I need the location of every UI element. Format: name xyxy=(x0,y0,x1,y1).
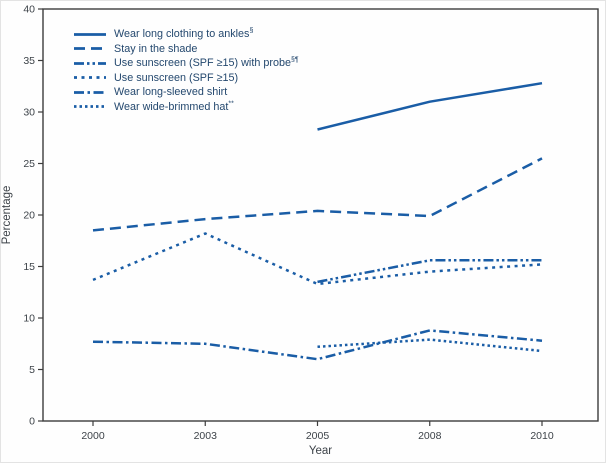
series-line xyxy=(92,232,543,286)
y-tick-label: 10 xyxy=(23,313,35,325)
legend-label: Use sunscreen (SPF ≥15) with probe§¶ xyxy=(114,56,299,70)
legend-label: Wear wide-brimmed hat** xyxy=(114,100,234,113)
legend-item: Use sunscreen (SPF ≥15) xyxy=(74,72,299,85)
legend-item: Wear long clothing to ankles§ xyxy=(74,28,299,41)
legend-swatch-long-dash xyxy=(74,47,106,51)
x-tick-label: 2005 xyxy=(306,430,330,442)
legend-label: Wear long-sleeved shirt xyxy=(114,86,228,99)
legend-label: Wear long clothing to ankles§ xyxy=(114,27,254,41)
legend-swatch-dash-dot-dot xyxy=(74,61,106,65)
legend-swatch-solid xyxy=(74,32,106,36)
legend-swatch-dotted xyxy=(74,105,106,109)
legend-swatch-short-dash xyxy=(74,76,106,80)
legend-footnote-marker: § xyxy=(249,27,254,35)
x-tick-label: 2010 xyxy=(530,430,554,442)
y-tick-label: 35 xyxy=(23,55,35,67)
y-tick-label: 5 xyxy=(29,364,35,376)
chart-legend: Wear long clothing to ankles§ Stay in the… xyxy=(74,28,299,113)
x-tick-label: 2008 xyxy=(418,430,442,442)
series-line xyxy=(317,81,543,131)
x-axis-title: Year xyxy=(308,445,333,457)
series-line xyxy=(317,338,543,353)
y-tick-label: 0 xyxy=(29,416,35,428)
x-tick-label: 2003 xyxy=(194,430,218,442)
legend-label: Stay in the shade xyxy=(114,42,198,55)
y-tick-label: 40 xyxy=(23,4,35,16)
y-tick-label: 30 xyxy=(23,107,35,119)
legend-footnote-marker: ** xyxy=(228,100,234,108)
y-axis-title: Percentage xyxy=(1,185,13,245)
legend-item: Stay in the shade xyxy=(74,43,299,56)
legend-footnote-marker: §¶ xyxy=(290,56,299,64)
x-tick-label: 2000 xyxy=(81,430,105,442)
legend-item: Use sunscreen (SPF ≥15) with probe§¶ xyxy=(74,57,299,70)
legend-item: Wear long-sleeved shirt xyxy=(74,86,299,99)
y-tick-label: 20 xyxy=(23,210,35,222)
y-tick-label: 25 xyxy=(23,158,35,170)
series-line xyxy=(92,329,543,361)
series-line xyxy=(317,259,542,284)
legend-label: Use sunscreen (SPF ≥15) xyxy=(114,71,239,84)
y-tick-label: 15 xyxy=(23,261,35,273)
series-line xyxy=(92,157,543,232)
legend-item: Wear wide-brimmed hat** xyxy=(74,100,299,114)
legend-swatch-dash-dot xyxy=(74,90,106,94)
